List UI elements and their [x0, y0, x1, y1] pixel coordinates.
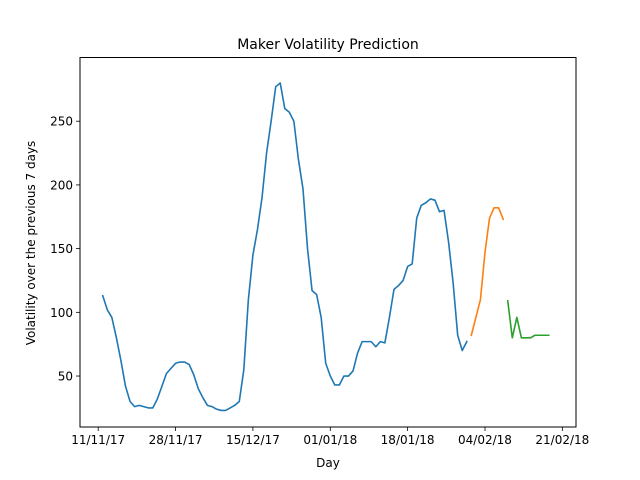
x-tick-label: 04/02/18: [458, 433, 512, 447]
x-axis-label: Day: [316, 456, 340, 470]
x-tick-label: 11/11/17: [71, 433, 125, 447]
x-axis-ticks: 11/11/17 28/11/17 15/12/17 01/01/18 18/01/18…: [71, 427, 589, 447]
plot-frame: [79, 57, 577, 428]
x-tick-label: 01/01/18: [303, 433, 357, 447]
y-axis-ticks: 50 100 150 200 250: [50, 115, 80, 384]
y-tick-label: 200: [50, 178, 73, 192]
chart-title: Maker Volatility Prediction: [237, 37, 419, 53]
y-tick-label: 100: [50, 306, 73, 320]
x-tick-label: 15/12/17: [226, 433, 280, 447]
x-tick-label: 21/02/18: [535, 433, 589, 447]
series-line-1: [101, 82, 468, 412]
y-axis-label: Volatility over the previous 7 days: [24, 141, 38, 346]
series-line-2: [470, 207, 505, 337]
y-tick-label: 150: [50, 242, 73, 256]
y-tick-label: 250: [50, 115, 73, 129]
x-tick-label: 28/11/17: [149, 433, 203, 447]
series-line-3: [506, 299, 550, 339]
plot-area: [101, 82, 550, 412]
y-tick-label: 50: [58, 370, 73, 384]
x-tick-label: 18/01/18: [381, 433, 435, 447]
